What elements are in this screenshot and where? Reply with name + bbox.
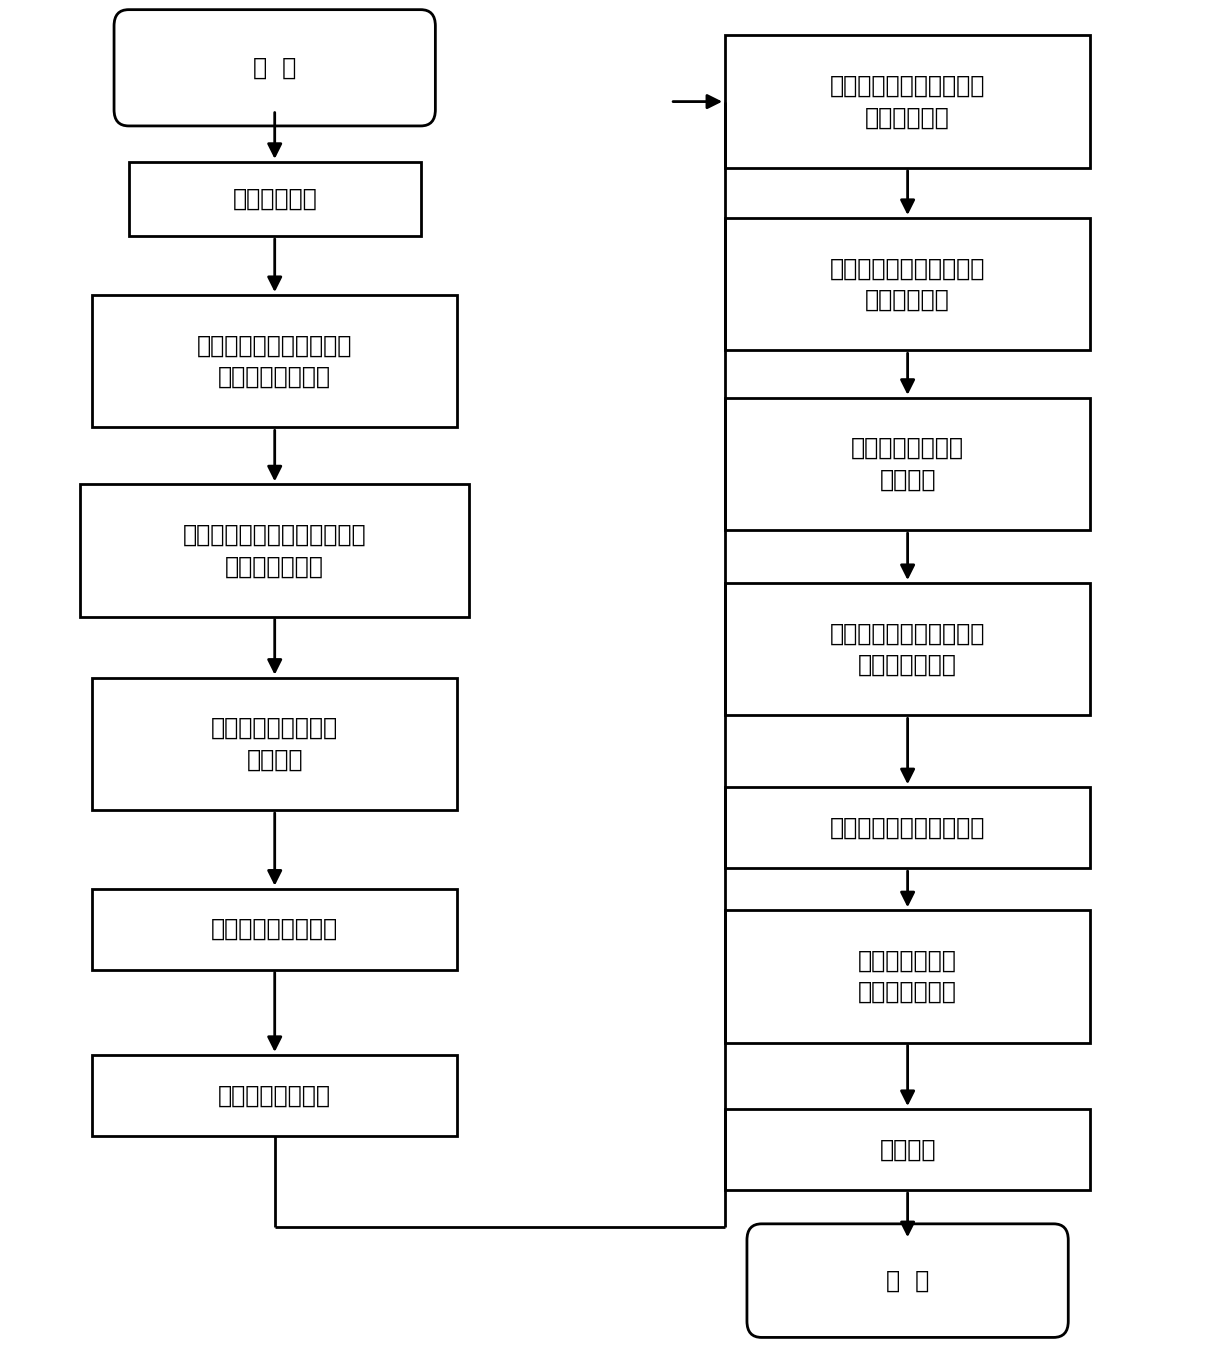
Text: 开  始: 开 始 bbox=[254, 56, 297, 79]
Text: 输入原始数据: 输入原始数据 bbox=[233, 187, 318, 210]
FancyBboxPatch shape bbox=[747, 1224, 1069, 1337]
Text: 计算励磁回路和阻尼各回
路的电感系数: 计算励磁回路和阻尼各回 路的电感系数 bbox=[830, 257, 985, 311]
Text: 计算定子各线圈由气隙磁
场产生的电感系数: 计算定子各线圈由气隙磁 场产生的电感系数 bbox=[197, 333, 352, 389]
FancyBboxPatch shape bbox=[114, 10, 436, 126]
Text: 输出结果: 输出结果 bbox=[879, 1138, 936, 1161]
FancyBboxPatch shape bbox=[80, 484, 469, 616]
Text: 龙格一库塔法或
高斯消去法求解: 龙格一库塔法或 高斯消去法求解 bbox=[858, 948, 956, 1004]
FancyBboxPatch shape bbox=[725, 787, 1091, 869]
FancyBboxPatch shape bbox=[725, 217, 1091, 351]
Text: 计算定子各支路总的
电感系数: 计算定子各支路总的 电感系数 bbox=[212, 716, 339, 772]
FancyBboxPatch shape bbox=[725, 36, 1091, 168]
FancyBboxPatch shape bbox=[725, 1109, 1091, 1190]
Text: 计算定子各线圈由端部漏磁场
产生的电感系数: 计算定子各线圈由端部漏磁场 产生的电感系数 bbox=[183, 523, 367, 578]
Text: 计算励磁回路和定子各支
路的电感系数: 计算励磁回路和定子各支 路的电感系数 bbox=[830, 74, 985, 130]
FancyBboxPatch shape bbox=[92, 295, 457, 428]
FancyBboxPatch shape bbox=[725, 398, 1091, 530]
Text: 计算各阻尼回路和定子各
支路的电感系数: 计算各阻尼回路和定子各 支路的电感系数 bbox=[830, 622, 985, 678]
Text: 计算励磁回路自感: 计算励磁回路自感 bbox=[218, 1083, 331, 1108]
FancyBboxPatch shape bbox=[725, 910, 1091, 1042]
FancyBboxPatch shape bbox=[129, 161, 421, 236]
Text: 结  束: 结 束 bbox=[886, 1269, 929, 1292]
Text: 按故障状态形成状态方程: 按故障状态形成状态方程 bbox=[830, 816, 985, 840]
FancyBboxPatch shape bbox=[725, 583, 1091, 716]
FancyBboxPatch shape bbox=[92, 888, 457, 970]
Text: 计算定子各支路电阻: 计算定子各支路电阻 bbox=[212, 917, 339, 941]
Text: 计算各阻尼回路的
电感系数: 计算各阻尼回路的 电感系数 bbox=[851, 436, 964, 492]
FancyBboxPatch shape bbox=[92, 678, 457, 810]
FancyBboxPatch shape bbox=[92, 1055, 457, 1137]
